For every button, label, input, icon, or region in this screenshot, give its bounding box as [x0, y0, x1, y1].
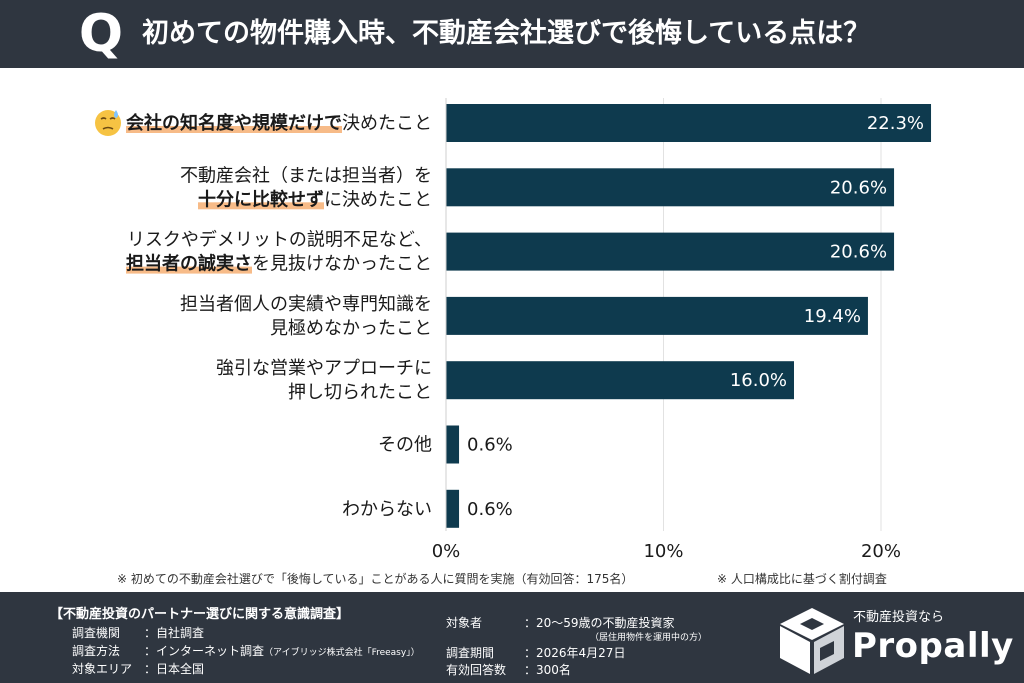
survey-target-sub: （居住用物件を運用中の方）: [590, 633, 708, 643]
category-label-5-0: その他: [378, 435, 432, 456]
survey-title: 【不動産投資のパートナー選びに関する意識調査】: [50, 607, 350, 622]
bar-chart: 0% 10% 20% 22.3% 会社の知名度や規模だけで決めたこと 20.6% 不動産会社…: [0, 68, 1024, 592]
footnote-respondents: ※ 初めての不動産会社選びで「後悔している」ことがある人に質問を実施（有効回答：…: [117, 572, 634, 586]
bar-1: [446, 168, 895, 207]
bar-2: [446, 232, 895, 271]
tick-label-0: 0%: [432, 541, 461, 562]
bar-5: [446, 425, 460, 464]
logo-tagline: 不動産投資なら: [853, 610, 945, 625]
category-label-3-1: 見極めなかったこと: [270, 318, 432, 339]
question-badge: Q: [78, 4, 124, 64]
category-label-4-1: 押し切られたこと: [288, 382, 432, 403]
category-label-4-0: 強引な営業やアプローチに: [216, 358, 432, 379]
survey-org-row: 調査機関 ：自社調査: [72, 624, 204, 641]
highlight-marker-1: [198, 202, 324, 210]
survey-count-row: 有効回答数 ：300名: [446, 661, 571, 678]
survey-org-key: 調査機関: [72, 626, 121, 640]
category-label-6-0: わからない: [342, 499, 432, 520]
survey-period-key: 調査期間: [446, 646, 495, 660]
data-label-5: 0.6%: [467, 435, 513, 456]
category-label-2-1: 担当者の誠実さを見抜けなかったこと: [126, 253, 432, 275]
data-label-0: 22.3%: [867, 113, 924, 134]
data-label-6: 0.6%: [467, 499, 513, 520]
chart-canvas: 0% 10% 20% 22.3% 会社の知名度や規模だけで決めたこと 20.6% 不動産会社…: [95, 98, 932, 562]
header-bar: Q 初めての物件購入時、不動産会社選びで後悔している点は？: [0, 0, 1024, 68]
category-label-0-0: 会社の知名度や規模だけで決めたこと: [126, 112, 432, 134]
bar-6: [446, 489, 460, 528]
category-label-2-0: リスクやデメリットの説明不足など、: [127, 230, 432, 251]
tick-label-1: 10%: [643, 541, 683, 562]
highlight-marker-2: [126, 266, 252, 274]
survey-method-note: （アイブリッジ株式会社「Freeasy」）: [264, 648, 420, 658]
page-title: 初めての物件購入時、不動産会社選びで後悔している点は？: [142, 18, 871, 49]
survey-target-row: 対象者 ：20～59歳の不動産投資家: [446, 614, 675, 631]
survey-count-key: 有効回答数: [446, 663, 507, 677]
survey-footer: 【不動産投資のパートナー選びに関する意識調査】 調査機関 ：自社調査 調査方法 ：イ…: [0, 592, 1024, 683]
data-label-3: 19.4%: [804, 306, 861, 327]
survey-area-row: 対象エリア ：日本全国: [72, 660, 204, 677]
survey-period-row: 調査期間 ：2026年4月27日: [446, 644, 625, 661]
survey-area-key: 対象エリア: [72, 662, 133, 676]
bar-4: [446, 361, 794, 400]
data-label-2: 20.6%: [830, 242, 887, 263]
survey-area-value: ：日本全国: [144, 662, 205, 676]
bar-3: [446, 296, 868, 335]
category-label-1-1: 十分に比較せずに決めたこと: [198, 188, 432, 210]
data-label-1: 20.6%: [830, 177, 887, 198]
survey-method-value: ：インターネット調査: [144, 644, 265, 658]
logo-wordmark: Propally: [852, 626, 1014, 666]
footnote-allocation: ※ 人口構成比に基づく割付調査: [717, 572, 887, 586]
category-label-3-0: 担当者個人の実績や専門知識を: [180, 294, 432, 315]
survey-target-value: ：20～59歳の不動産投資家: [524, 616, 675, 630]
survey-period-value: ：2026年4月27日: [524, 646, 626, 660]
survey-target-key: 対象者: [446, 616, 483, 630]
survey-method-row: 調査方法 ：インターネット調査（アイブリッジ株式会社「Freeasy」）: [72, 642, 420, 659]
bar-0: [446, 104, 932, 142]
survey-method-key: 調査方法: [72, 644, 121, 658]
highlight-marker-0: [126, 126, 342, 133]
worried-face-icon: [95, 110, 121, 136]
category-label-1-0: 不動産会社（または担当者）を: [180, 165, 432, 186]
tick-label-2: 20%: [861, 541, 901, 562]
survey-org-value: ：自社調査: [144, 626, 205, 640]
survey-count-value: ：300名: [524, 663, 571, 677]
data-label-4: 16.0%: [730, 370, 787, 391]
propally-logo-icon: [780, 608, 844, 674]
